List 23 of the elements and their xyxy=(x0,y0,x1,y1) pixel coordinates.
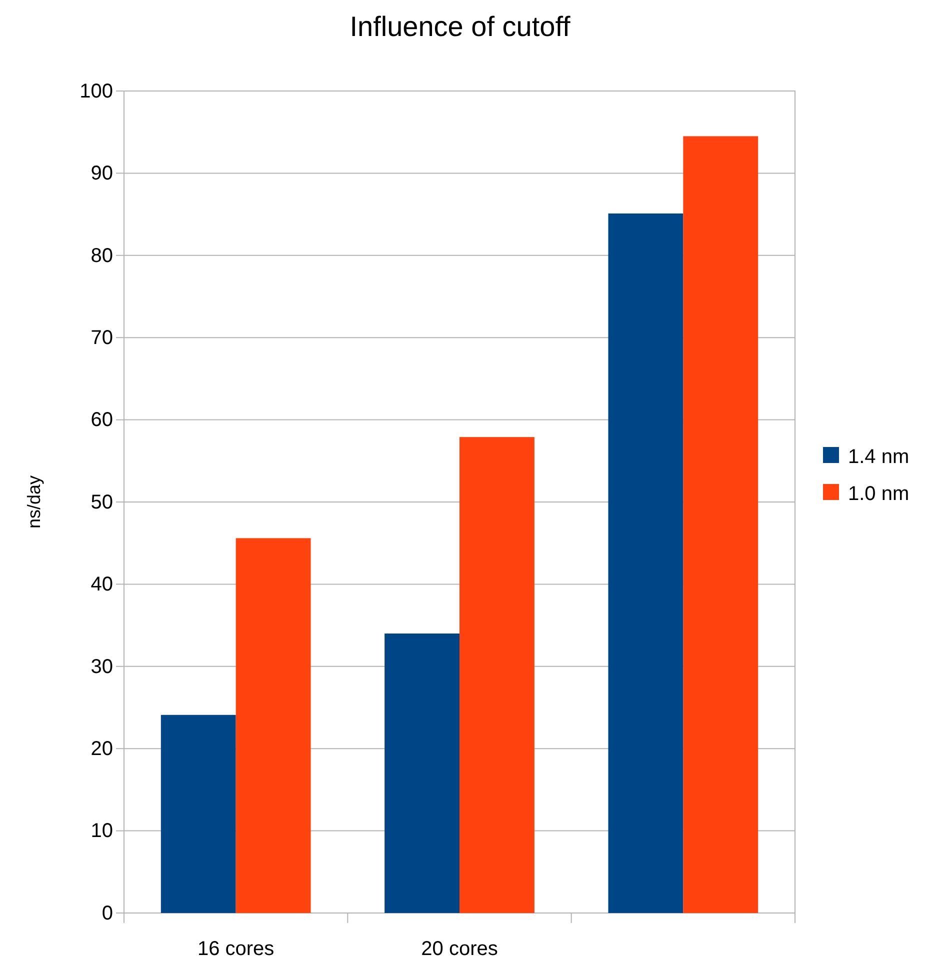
y-axis-title: ns/day xyxy=(24,475,44,529)
y-tick-label: 20 xyxy=(90,738,113,760)
y-tick-label: 90 xyxy=(90,162,113,185)
y-tick-label: 100 xyxy=(80,80,113,102)
bar xyxy=(460,437,534,913)
y-tick-label: 30 xyxy=(90,656,113,678)
bar xyxy=(384,634,460,913)
bar xyxy=(683,136,758,913)
y-tick-label: 10 xyxy=(90,820,113,842)
bar xyxy=(608,213,684,913)
chart-title: Influence of cutoff xyxy=(350,11,570,42)
bar xyxy=(236,538,311,913)
y-tick-label: 70 xyxy=(90,327,113,349)
bar xyxy=(160,714,236,913)
x-tick-label: 20 cores xyxy=(421,938,498,960)
legend-label: 1.0 nm xyxy=(848,483,910,505)
legend-label: 1.4 nm xyxy=(848,446,910,468)
y-tick-label: 60 xyxy=(90,409,113,432)
y-tick-label: 80 xyxy=(90,244,113,267)
x-tick-label: 16 cores xyxy=(197,938,274,960)
y-tick-label: 0 xyxy=(102,902,113,924)
y-tick-label: 40 xyxy=(90,574,113,596)
y-tick-label: 50 xyxy=(90,491,113,514)
